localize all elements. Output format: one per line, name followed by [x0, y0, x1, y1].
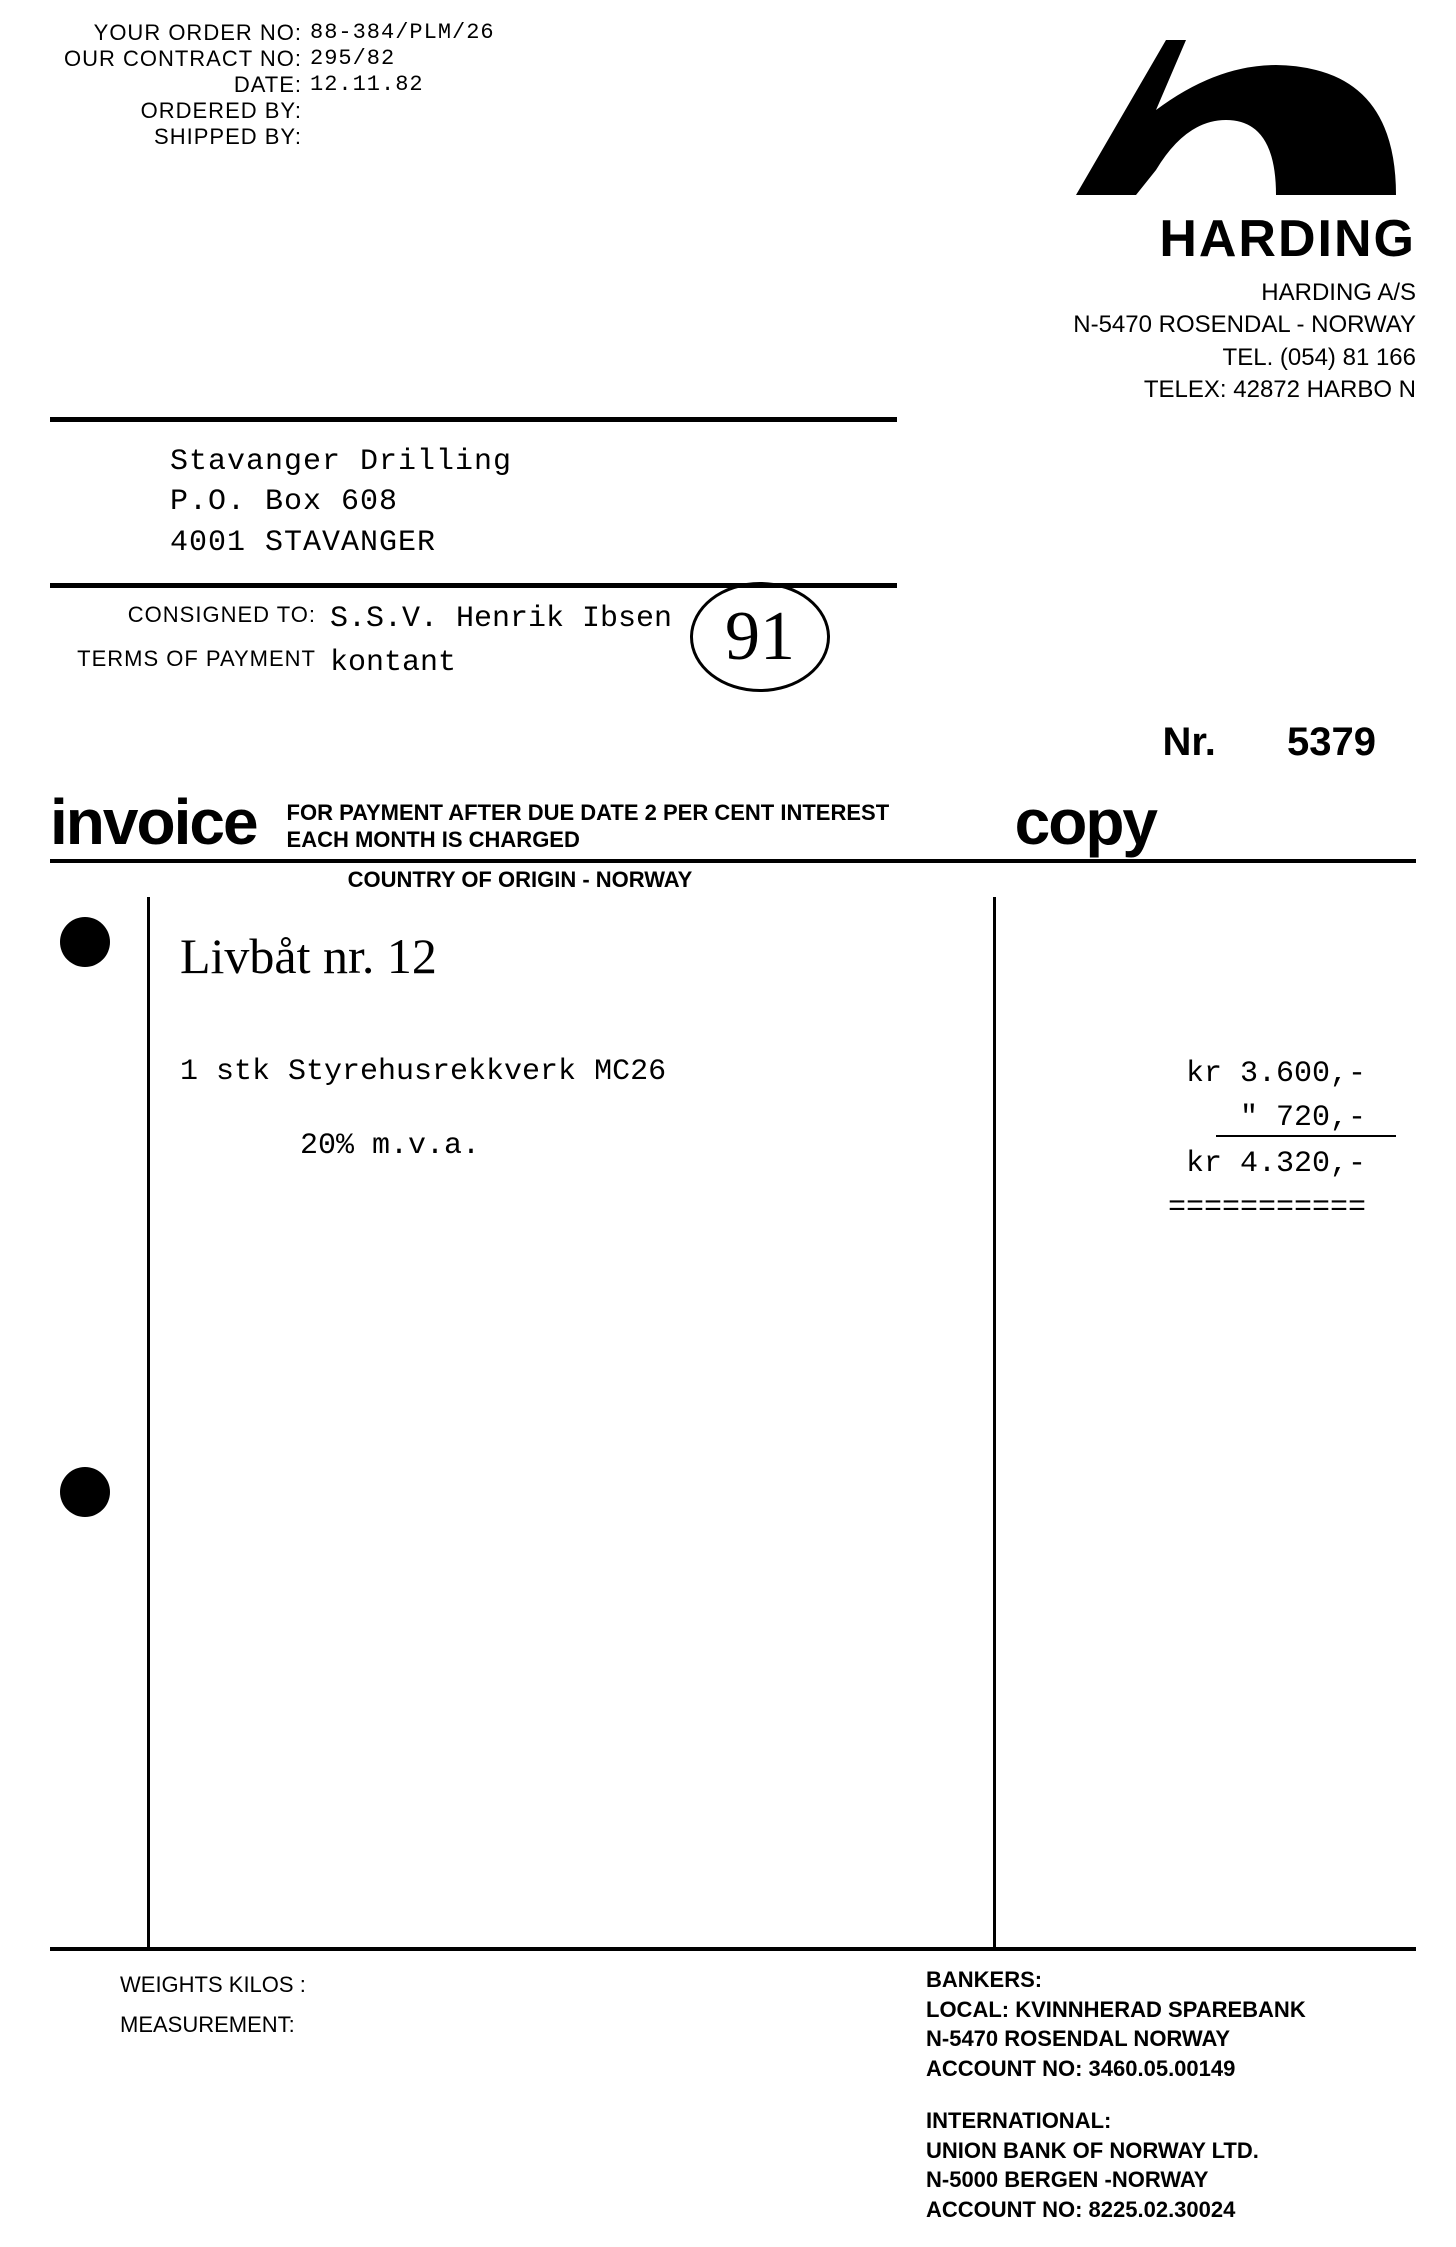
punch-hole-icon [60, 917, 110, 967]
footer: WEIGHTS KILOS : MEASUREMENT: BANKERS: LO… [50, 1951, 1416, 2247]
bill-to-line1: Stavanger Drilling [170, 442, 1416, 483]
interest-note: FOR PAYMENT AFTER DUE DATE 2 PER CENT IN… [287, 800, 1015, 859]
circled-stamp: 91 [690, 582, 830, 692]
punch-hole-icon [60, 1467, 110, 1517]
order-no-label: YOUR ORDER NO: [50, 20, 310, 46]
interest-note-2: EACH MONTH IS CHARGED [287, 827, 1015, 853]
company-tel: TEL. (054) 81 166 [1036, 342, 1416, 374]
company-addr: N-5470 ROSENDAL - NORWAY [1036, 309, 1416, 341]
interest-note-1: FOR PAYMENT AFTER DUE DATE 2 PER CENT IN… [287, 800, 1015, 826]
terms-label: TERMS OF PAYMENT [70, 646, 330, 680]
harding-logo-icon [1036, 20, 1416, 210]
invoice-title-bar: invoice FOR PAYMENT AFTER DUE DATE 2 PER… [50, 785, 1416, 863]
footer-right: BANKERS: LOCAL: KVINNHERAD SPAREBANK N-5… [926, 1965, 1396, 2247]
amount-total: kr 4.320,- [1026, 1147, 1396, 1181]
amount-column: kr 3.600,- " 720,- kr 4.320,- ==========… [996, 897, 1416, 1947]
margin-column [50, 897, 150, 1947]
measurement-label: MEASUREMENT: [120, 2005, 926, 2045]
handwritten-note: Livbåt nr. 12 [180, 927, 973, 985]
nr-label: Nr. [1163, 720, 1216, 764]
circled-number: 91 [725, 597, 795, 677]
description-column: Livbåt nr. 12 1 stk Styrehusrekkverk MC2… [150, 897, 996, 1947]
footer-left: WEIGHTS KILOS : MEASUREMENT: [120, 1965, 926, 2247]
bill-to-line3: 4001 STAVANGER [170, 523, 1416, 564]
divider [50, 417, 897, 422]
intl-bank-3: N-5000 BERGEN -NORWAY [926, 2165, 1396, 2195]
order-no-value: 88-384/PLM/26 [310, 20, 495, 46]
company-block: HARDING HARDING A/S N-5470 ROSENDAL - NO… [1036, 20, 1416, 407]
date-value: 12.11.82 [310, 72, 424, 98]
brand-name: HARDING [1036, 209, 1416, 269]
order-meta-block: YOUR ORDER NO:88-384/PLM/26 OUR CONTRACT… [50, 20, 495, 407]
intl-bank-2: UNION BANK OF NORWAY LTD. [926, 2136, 1396, 2166]
consign-block: CONSIGNED TO: S.S.V. Henrik Ibsen TERMS … [70, 602, 1416, 680]
intl-bank-1: INTERNATIONAL: [926, 2106, 1396, 2136]
intl-bank-4: ACCOUNT NO: 8225.02.30024 [926, 2195, 1396, 2225]
bill-to-line2: P.O. Box 608 [170, 482, 1416, 523]
bankers-local: BANKERS: LOCAL: KVINNHERAD SPAREBANK N-5… [926, 1965, 1396, 2084]
bankers-intl: INTERNATIONAL: UNION BANK OF NORWAY LTD.… [926, 2106, 1396, 2225]
header-row: YOUR ORDER NO:88-384/PLM/26 OUR CONTRACT… [50, 20, 1416, 407]
local-bank-2: N-5470 ROSENDAL NORWAY [926, 2024, 1396, 2054]
country-origin: COUNTRY OF ORIGIN - NORWAY [50, 863, 990, 897]
contract-no-label: OUR CONTRACT NO: [50, 46, 310, 72]
shipped-by-label: SHIPPED BY: [50, 124, 310, 150]
amount-divider: =========== [1026, 1191, 1396, 1225]
bankers-label: BANKERS: [926, 1965, 1396, 1995]
consigned-to-value: S.S.V. Henrik Ibsen [330, 602, 672, 636]
local-bank-3: ACCOUNT NO: 3460.05.00149 [926, 2054, 1396, 2084]
nr-value: 5379 [1287, 720, 1376, 764]
company-telex: TELEX: 42872 HARBO N [1036, 374, 1416, 406]
date-label: DATE: [50, 72, 310, 98]
line-item: 1 stk Styrehusrekkverk MC26 [180, 1055, 973, 1089]
amount-tax: " 720,- [1216, 1101, 1396, 1137]
company-name: HARDING A/S [1036, 277, 1416, 309]
bill-to-block: Stavanger Drilling P.O. Box 608 4001 STA… [170, 442, 1416, 564]
copy-word: copy [1015, 785, 1156, 859]
weights-label: WEIGHTS KILOS : [120, 1965, 926, 2005]
amount-subtotal: kr 3.600,- [1026, 1057, 1396, 1091]
terms-value: kontant [330, 646, 456, 680]
contract-no-value: 295/82 [310, 46, 395, 72]
company-info: HARDING A/S N-5470 ROSENDAL - NORWAY TEL… [1036, 277, 1416, 407]
invoice-number-line: Nr. 5379 [50, 720, 1376, 765]
tax-line: 20% m.v.a. [300, 1129, 973, 1163]
consigned-to-label: CONSIGNED TO: [70, 602, 330, 636]
invoice-body: Livbåt nr. 12 1 stk Styrehusrekkverk MC2… [50, 897, 1416, 1947]
ordered-by-label: ORDERED BY: [50, 98, 310, 124]
local-bank-1: LOCAL: KVINNHERAD SPAREBANK [926, 1995, 1396, 2025]
invoice-word: invoice [50, 785, 257, 859]
